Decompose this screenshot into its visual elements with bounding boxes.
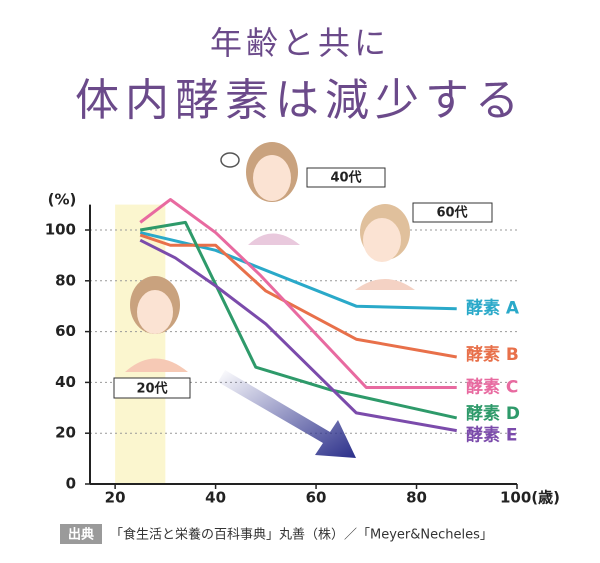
- shaded-range: [115, 204, 166, 484]
- y-tick-label: 0: [66, 475, 76, 493]
- x-tick-label: 80: [406, 489, 427, 507]
- x-tick-label: 100(歳): [500, 489, 560, 507]
- plot: 0 20 40 60 80 100 20 40 60 80 100(歳) (%) 酵素 A 酵素 B 酵素 …: [45, 191, 560, 507]
- annotation: 60代: [436, 205, 467, 221]
- source-badge-bg: [60, 524, 102, 544]
- y-tick-label: 60: [55, 322, 76, 340]
- y-axis-label: (%): [48, 191, 77, 209]
- source: 「食生活と栄養の百科事典」丸善（株）／「Meyer&Necheles」: [110, 527, 493, 543]
- x-tick-label: 40: [205, 489, 226, 507]
- series-line: [139, 233, 457, 359]
- series-label: 酵素 D: [466, 403, 520, 424]
- chart-title: 年齢と共に: [210, 24, 390, 62]
- y-tick-label: 80: [55, 271, 76, 289]
- series-line: [139, 238, 457, 433]
- series-line: [139, 231, 457, 311]
- series-line: [139, 198, 457, 389]
- series-label: 酵素 A: [466, 298, 520, 319]
- series-label: 酵素 E: [466, 425, 518, 446]
- annotation: 20代: [136, 381, 167, 397]
- y-tick-label: 40: [55, 373, 76, 391]
- x-tick-label: 60: [306, 489, 327, 507]
- source-badge: 出典: [68, 527, 94, 543]
- y-tick-label: 100: [45, 221, 76, 239]
- series-label: 酵素 B: [466, 344, 519, 365]
- series-label: 酵素 C: [466, 376, 518, 397]
- series-line: [139, 220, 458, 420]
- x-tick-label: 20: [105, 489, 126, 507]
- chart-subtitle: 体内酵素は減少する: [75, 75, 525, 126]
- illustration: [125, 142, 415, 458]
- annotation-box: 40代 60代 20代: [113, 167, 493, 399]
- annotation: 40代: [330, 170, 361, 186]
- y-tick-label: 20: [55, 424, 76, 442]
